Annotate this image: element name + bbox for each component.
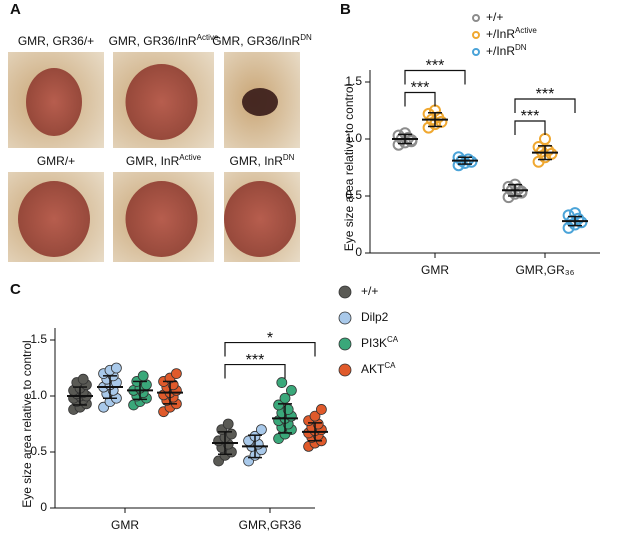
significance-bracket: [224, 363, 286, 379]
data-point: [255, 424, 267, 436]
y-tick-label: 0: [355, 245, 362, 259]
x-tick-label: GMR: [111, 518, 139, 532]
legend-label: +/+: [361, 284, 378, 298]
photo-label: GMR, GR36/InRDN: [212, 33, 312, 48]
photo-eye: [18, 181, 90, 257]
panel-letter: B: [340, 1, 351, 18]
legend-label-main: +/+: [486, 10, 503, 24]
legend-label: PI3KCA: [361, 335, 399, 350]
legend-marker: [338, 363, 352, 377]
x-tick-label: GMR,GR36: [239, 518, 302, 532]
significance-bracket: [514, 98, 576, 113]
legend-label: AKTCA: [361, 361, 396, 376]
x-tick-label: GMR,GR₃₆: [515, 263, 574, 277]
y-tick-label: 1.0: [345, 131, 362, 145]
legend-marker: [472, 48, 480, 56]
significance-label: *: [267, 330, 273, 347]
y-tick-label: 1.5: [345, 74, 362, 88]
legend-label-sup: Active: [515, 26, 537, 35]
significance-bracket: [514, 120, 546, 135]
panel-letter: A: [10, 1, 21, 18]
legend-label-sup: DN: [515, 43, 527, 52]
photo-eye: [125, 181, 198, 257]
legend-marker: [472, 14, 480, 22]
significance-label: ***: [246, 352, 265, 369]
significance-label: ***: [521, 108, 540, 125]
photo-label: GMR, InRDN: [230, 153, 295, 168]
data-point: [225, 428, 237, 440]
photo-label-main: GMR, GR36/InR: [109, 34, 197, 48]
legend-marker: [338, 311, 352, 325]
data-point: [515, 186, 528, 199]
significance-label: ***: [426, 58, 445, 75]
legend-label: +/+: [486, 10, 503, 24]
data-point: [392, 129, 405, 142]
photo-label-main: GMR, InR: [230, 154, 284, 168]
photo-label-main: GMR/+: [37, 154, 75, 168]
data-point: [502, 180, 515, 193]
photo-label-main: GMR, GR36/+: [18, 34, 94, 48]
legend-label-main: +/InR: [486, 44, 515, 58]
panel-letter: C: [10, 281, 21, 298]
photo-label: GMR/+: [37, 154, 75, 168]
significance-bracket: [404, 91, 436, 107]
data-point: [273, 399, 285, 411]
significance-bracket: [404, 69, 466, 85]
legend-label: +/InRDN: [486, 43, 527, 58]
data-point: [222, 418, 234, 430]
data-point: [111, 362, 122, 374]
data-point: [562, 221, 575, 234]
legend-label: +/InRActive: [486, 26, 537, 41]
photo-label-sup: Active: [179, 153, 201, 162]
y-tick-label: 1.5: [30, 332, 47, 346]
photo-eye: [125, 64, 198, 140]
legend-marker: [338, 285, 352, 299]
significance-label: ***: [411, 80, 430, 97]
data-point: [170, 368, 182, 380]
photo-eye: [224, 181, 296, 257]
legend-marker: [472, 31, 480, 39]
legend-label-main: PI3K: [361, 336, 387, 350]
data-point: [77, 373, 89, 385]
data-point: [137, 370, 149, 382]
legend-label-main: Dilp2: [361, 310, 389, 324]
y-tick-label: 0.5: [30, 444, 47, 458]
legend-label: Dilp2: [361, 310, 389, 324]
y-tick-label: 0: [40, 500, 47, 514]
significance-label: ***: [536, 86, 555, 103]
photo-label: GMR, InRActive: [126, 153, 202, 168]
y-tick-label: 1.0: [30, 388, 47, 402]
legend-label-sup: CA: [387, 335, 399, 344]
y-axis-label: Eye size area relative to control: [342, 84, 356, 251]
photo-label: GMR, GR36/InRActive: [109, 33, 219, 48]
data-point: [285, 384, 297, 396]
photo-label-sup: Active: [197, 33, 219, 42]
data-point: [315, 404, 327, 415]
y-tick-label: 0.5: [345, 188, 362, 202]
legend-label-sup: CA: [384, 361, 396, 370]
legend-label-main: AKT: [361, 362, 385, 376]
photo-label: GMR, GR36/+: [18, 34, 94, 48]
legend-label-main: +/+: [361, 284, 378, 298]
photo-label-main: GMR, GR36/InR: [212, 34, 300, 48]
photo-label-sup: DN: [300, 33, 312, 42]
significance-bracket: [224, 341, 316, 357]
x-tick-label: GMR: [421, 263, 449, 277]
photo-label-main: GMR, InR: [126, 154, 180, 168]
data-point: [405, 135, 418, 148]
y-axis-label: Eye size area relative to control: [20, 340, 34, 507]
data-point: [276, 377, 288, 388]
data-point: [539, 133, 551, 145]
data-point: [309, 410, 321, 422]
legend-marker: [338, 337, 352, 351]
legend-label-main: +/InR: [486, 27, 515, 41]
photo-eye: [26, 68, 82, 136]
photo-label-sup: DN: [283, 153, 295, 162]
photo-eye: [242, 88, 278, 116]
